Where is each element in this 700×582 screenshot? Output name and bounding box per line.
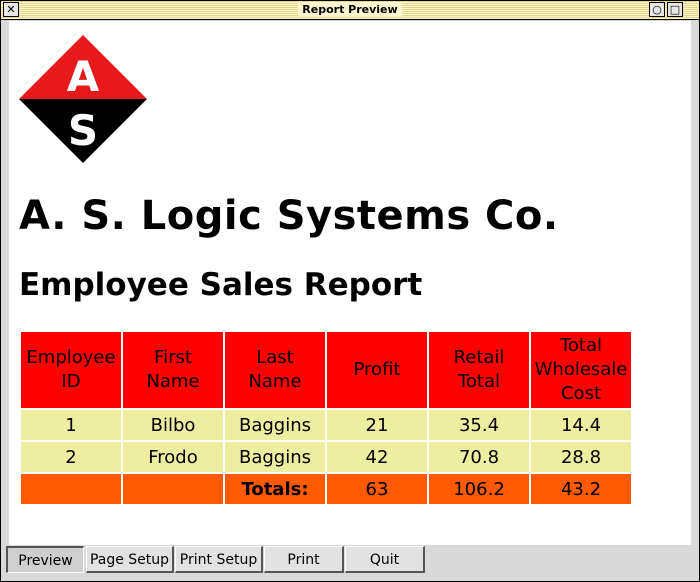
cell-wholesale-cost: 28.8 <box>531 442 631 472</box>
company-name: A. S. Logic Systems Co. <box>19 193 559 239</box>
report-title: Employee Sales Report <box>19 267 423 303</box>
company-logo: A S <box>19 35 147 163</box>
column-header: Employee ID <box>21 332 121 408</box>
cell-retail-total: 35.4 <box>429 410 529 440</box>
table-row: 1 Bilbo Baggins 21 35.4 14.4 <box>21 410 631 440</box>
column-header: Retail Total <box>429 332 529 408</box>
column-header: Last Name <box>225 332 325 408</box>
print-setup-button[interactable]: Print Setup <box>175 546 263 573</box>
column-header: Profit <box>327 332 427 408</box>
column-header: First Name <box>123 332 223 408</box>
logo-letter-s: S <box>68 106 98 155</box>
page-setup-button[interactable]: Page Setup <box>86 546 174 573</box>
cell-first-name: Bilbo <box>123 410 223 440</box>
cell-first-name: Frodo <box>123 442 223 472</box>
cell-last-name: Baggins <box>225 410 325 440</box>
cell-employee-id: 2 <box>21 442 121 472</box>
maximize-icon[interactable]: □ <box>667 2 683 17</box>
totals-row: Totals: 63 106.2 43.2 <box>21 474 631 504</box>
button-bar: Preview Page Setup Print Setup Print Qui… <box>1 546 699 581</box>
table-row: 2 Frodo Baggins 42 70.8 28.8 <box>21 442 631 472</box>
table-header-row: Employee ID First Name Last Name Profit Ret… <box>21 332 631 408</box>
cell-employee-id: 1 <box>21 410 121 440</box>
totals-empty-cell <box>123 474 223 504</box>
total-wholesale-cost: 43.2 <box>531 474 631 504</box>
report-canvas: A S A. S. Logic Systems Co. Employee Sal… <box>9 21 691 545</box>
totals-empty-cell <box>21 474 121 504</box>
cell-profit: 21 <box>327 410 427 440</box>
window-title: Report Preview <box>1 3 699 16</box>
sales-table: Employee ID First Name Last Name Profit Ret… <box>19 330 633 506</box>
minimize-icon[interactable]: ○ <box>649 2 665 17</box>
cell-last-name: Baggins <box>225 442 325 472</box>
cell-profit: 42 <box>327 442 427 472</box>
totals-label: Totals: <box>225 474 325 504</box>
total-profit: 63 <box>327 474 427 504</box>
preview-button[interactable]: Preview <box>6 546 84 573</box>
quit-button[interactable]: Quit <box>345 546 425 573</box>
cell-wholesale-cost: 14.4 <box>531 410 631 440</box>
logo-letter-a: A <box>67 52 100 101</box>
logo-top-half <box>19 35 147 99</box>
logo-bottom-half <box>19 99 147 163</box>
title-bar[interactable]: ✕ Report Preview ○ □ <box>1 1 699 20</box>
cell-retail-total: 70.8 <box>429 442 529 472</box>
total-retail: 106.2 <box>429 474 529 504</box>
column-header: Total Wholesale Cost <box>531 332 631 408</box>
print-button[interactable]: Print <box>264 546 344 573</box>
close-icon[interactable]: ✕ <box>3 2 19 17</box>
